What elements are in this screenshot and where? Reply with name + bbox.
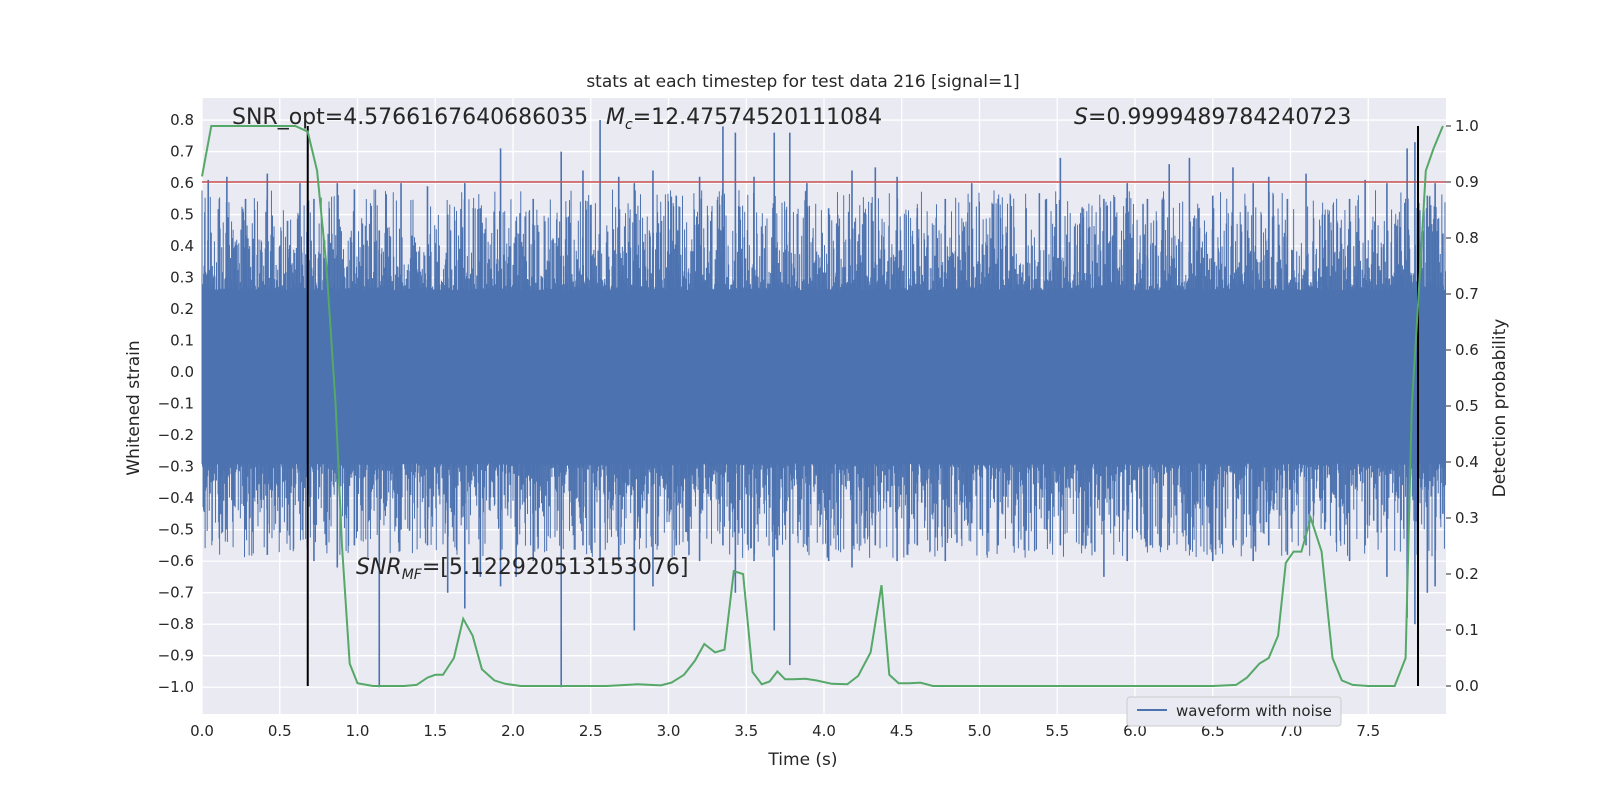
y-tick-label-left: −0.1: [158, 395, 194, 413]
y-tick-label-left: −0.6: [158, 552, 194, 570]
x-tick-label: 0.5: [268, 722, 292, 740]
markers: [202, 126, 1446, 686]
ticks: 0.0 0.5 1.0 1.5 2.0 2.5 3.0 3.5 4.0 4.5 5.0 5.5 6.0 6…: [158, 111, 1479, 740]
probability-series: [201, 125, 1444, 687]
chirp-mass-annotation: Mc=12.47574520111084: [606, 105, 882, 133]
y-tick-label-right: 0.8: [1455, 229, 1479, 247]
y-axis-label-left: Whitened strain: [124, 340, 144, 475]
legend-box: [1126, 696, 1342, 727]
y-tick-label-right: 0.4: [1455, 453, 1479, 471]
x-tick-label: 4.0: [812, 722, 836, 740]
y-tick-label-right: 0.5: [1455, 397, 1479, 415]
y-tick-label-left: −1.0: [158, 678, 194, 696]
y-tick-label-right: 0.1: [1455, 621, 1479, 639]
x-tick-label: 4.5: [890, 722, 914, 740]
y-tick-label-left: 0.0: [170, 363, 194, 381]
y-tick-label-right: 0.0: [1455, 677, 1479, 695]
y-tick-label-left: 0.1: [170, 332, 194, 350]
y-tick-label-left: 0.6: [170, 174, 194, 192]
y-tick-label-right: 0.9: [1455, 173, 1479, 191]
y-axis-label-right: Detection probability: [1490, 319, 1510, 498]
legend-label: waveform with noise: [1176, 702, 1332, 720]
x-tick-label: 2.5: [579, 722, 603, 740]
y-tick-label-left: −0.4: [158, 489, 194, 507]
y-tick-label-left: −0.9: [158, 647, 194, 665]
x-tick-label: 3.0: [657, 722, 681, 740]
y-tick-label-left: 0.3: [170, 269, 194, 287]
y-tick-label-left: 0.8: [170, 111, 194, 129]
y-tick-label-left: 0.2: [170, 300, 194, 318]
y-tick-label-left: −0.7: [158, 584, 194, 602]
y-tick-label-right: 1.0: [1455, 117, 1479, 135]
y-tick-label-left: −0.2: [158, 426, 194, 444]
x-tick-label: 1.0: [346, 722, 370, 740]
y-tick-label-right: 0.2: [1455, 565, 1479, 583]
y-tick-label-left: −0.3: [158, 458, 194, 476]
x-tick-label: 5.5: [1045, 722, 1069, 740]
chart-title: stats at each timestep for test data 216…: [586, 72, 1019, 92]
s-annotation: S=0.9999489784240723: [1074, 105, 1351, 130]
snr-mf-annotation: SNRMF=[5.122920513153076]: [356, 555, 688, 583]
y-tick-label-right: 0.7: [1455, 285, 1479, 303]
x-tick-label: 5.0: [968, 722, 992, 740]
x-tick-label: 7.5: [1356, 722, 1380, 740]
x-tick-label: 2.0: [501, 722, 525, 740]
y-tick-label-left: −0.8: [158, 615, 194, 633]
x-tick-label: 1.5: [423, 722, 447, 740]
y-tick-label-left: 0.4: [170, 237, 194, 255]
y-tick-label-right: 0.3: [1455, 509, 1479, 527]
x-tick-label: 0.0: [190, 722, 214, 740]
probability-line: [201, 125, 1444, 687]
y-tick-label-right: 0.6: [1455, 341, 1479, 359]
waveform-series: [201, 120, 1446, 688]
snr-opt-annotation: SNR_opt=4.5766167640686035: [232, 105, 588, 130]
y-tick-label-left: −0.5: [158, 521, 194, 539]
x-axis-label: Time (s): [767, 750, 837, 770]
y-tick-label-left: 0.5: [170, 206, 194, 224]
legend: waveform with noise: [1126, 696, 1342, 727]
x-tick-label: 3.5: [734, 722, 758, 740]
y-tick-label-left: 0.7: [170, 143, 194, 161]
